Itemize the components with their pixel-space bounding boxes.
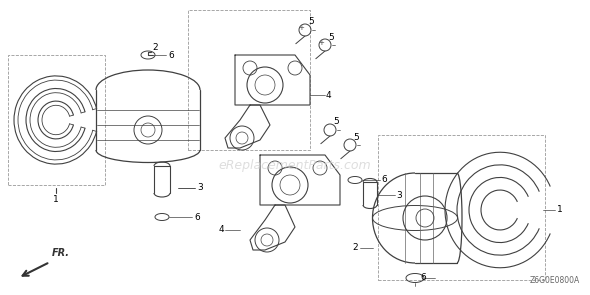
Bar xyxy=(188,10,310,150)
Text: 5: 5 xyxy=(308,17,314,27)
Text: FR.: FR. xyxy=(52,248,70,258)
Text: 2: 2 xyxy=(352,243,358,253)
Text: 6: 6 xyxy=(168,50,173,60)
Text: 4: 4 xyxy=(218,225,224,235)
Text: 5: 5 xyxy=(353,132,359,142)
Text: 6: 6 xyxy=(420,273,426,283)
Text: 4: 4 xyxy=(326,91,332,99)
Text: eReplacementParts.com: eReplacementParts.com xyxy=(219,158,371,171)
Text: 3: 3 xyxy=(396,191,402,199)
Text: +: + xyxy=(318,40,324,46)
Bar xyxy=(8,55,105,185)
Bar xyxy=(378,135,545,280)
Text: Z6G0E0800A: Z6G0E0800A xyxy=(530,276,580,285)
Text: 1: 1 xyxy=(53,195,59,204)
Text: 5: 5 xyxy=(333,117,339,127)
Text: 2: 2 xyxy=(152,42,158,52)
Text: 5: 5 xyxy=(328,32,334,42)
Text: 6: 6 xyxy=(381,176,387,184)
Text: 1: 1 xyxy=(557,206,563,214)
Text: 6: 6 xyxy=(194,212,200,222)
Text: +: + xyxy=(298,25,304,31)
Text: 3: 3 xyxy=(197,183,203,193)
